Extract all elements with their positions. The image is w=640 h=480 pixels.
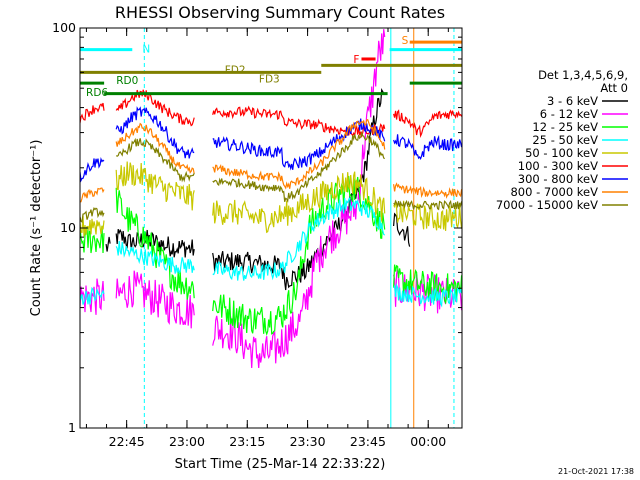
y-axis-label: Count Rate (s⁻¹ detector⁻¹) xyxy=(29,140,44,317)
legend-label-1: 6 - 12 keV xyxy=(540,107,598,121)
series-line-7 xyxy=(80,118,462,203)
x-tick-label-5: 00:00 xyxy=(410,434,446,449)
x-axis-label: Start Time (25-Mar-14 22:33:22) xyxy=(175,457,386,472)
legend-label-8: 7000 - 15000 keV xyxy=(496,198,598,212)
x-axis: 22:45 23:00 23:15 23:30 23:45 00:00 xyxy=(85,28,449,449)
y-tick-label-0: 1 xyxy=(68,420,76,435)
annotation-label-3: FD2 xyxy=(225,65,246,77)
series-line-8 xyxy=(80,130,462,224)
series-line-1 xyxy=(80,29,462,369)
y-axis: 1 10 100 xyxy=(52,20,462,435)
legend-label-3: 25 - 50 keV xyxy=(532,133,598,147)
legend-header-1: Att 0 xyxy=(600,81,628,95)
legend-label-5: 100 - 300 keV xyxy=(518,159,598,173)
x-tick-label-2: 23:15 xyxy=(229,434,265,449)
series-line-3 xyxy=(80,197,462,308)
legend-label-2: 12 - 25 keV xyxy=(532,120,598,134)
x-tick-label-3: 23:30 xyxy=(290,434,326,449)
legend-label-4: 50 - 100 keV xyxy=(525,146,598,160)
plot-area: N S F FD2 FD3 RD0 RD6 xyxy=(80,28,462,428)
annotation-label-6: RD6 xyxy=(86,87,108,99)
series-line-5 xyxy=(80,89,462,139)
series-line-0 xyxy=(105,87,411,291)
series-line-6 xyxy=(80,106,462,183)
x-tick-label-1: 23:00 xyxy=(169,434,205,449)
x-tick-label-4: 23:45 xyxy=(350,434,386,449)
timestamp: 21-Oct-2021 17:38 xyxy=(558,467,634,476)
annotation-label-0: N xyxy=(142,43,150,55)
annotation-label-1: S xyxy=(402,35,409,47)
legend-label-0: 3 - 6 keV xyxy=(547,94,598,108)
y-tick-label-1: 10 xyxy=(60,220,76,235)
legend-label-7: 800 - 7000 keV xyxy=(510,185,598,199)
y-tick-label-2: 100 xyxy=(52,20,76,35)
annotation-label-4: FD3 xyxy=(259,73,280,85)
chart-title: RHESSI Observing Summary Count Rates xyxy=(115,3,445,22)
series-line-2 xyxy=(80,175,462,337)
x-tick-label-0: 22:45 xyxy=(109,434,145,449)
annotation-label-2: F xyxy=(353,54,359,66)
legend-label-6: 300 - 800 keV xyxy=(518,172,598,186)
legend-header-0: Det 1,3,4,5,6,9, xyxy=(538,68,628,82)
series-line-4 xyxy=(80,161,462,237)
annotation-label-5: RD0 xyxy=(116,75,138,87)
